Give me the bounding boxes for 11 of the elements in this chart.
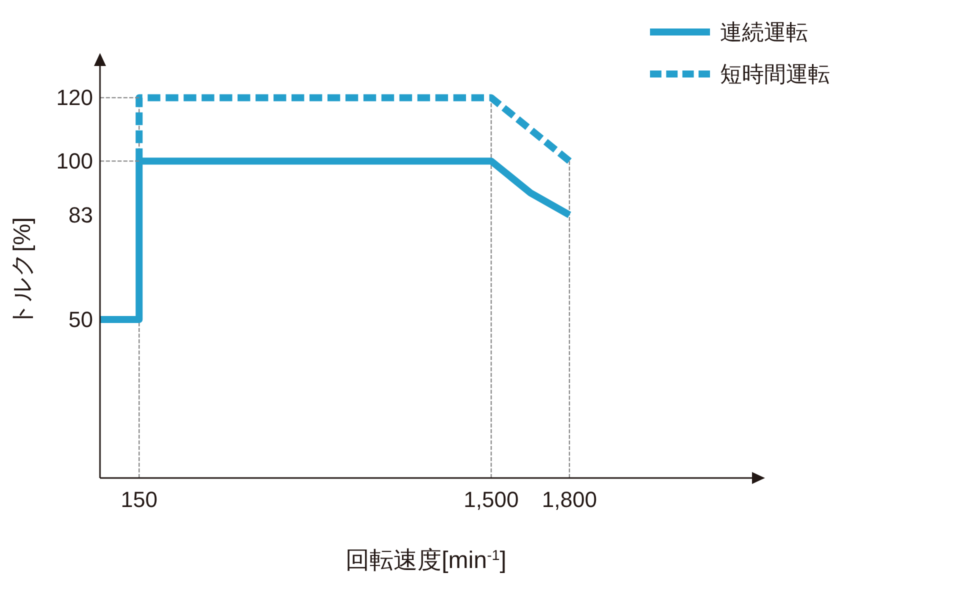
y-tick-label: 100: [56, 148, 93, 174]
y-tick-label: 120: [56, 85, 93, 110]
legend-label: 連続運転: [720, 20, 808, 44]
x-tick-label: 1,800: [542, 487, 597, 512]
x-tick-label: 1,500: [464, 487, 519, 512]
legend-label: 短時間運転: [720, 62, 830, 86]
y-tick-label: 83: [68, 202, 93, 228]
x-axis-title: 回転速度[min$^{-1}$]: [346, 547, 506, 574]
y-axis-title: トルク[%]: [9, 217, 36, 327]
x-tick-label: 150: [120, 487, 158, 512]
y-tick-label: 50: [68, 307, 93, 332]
